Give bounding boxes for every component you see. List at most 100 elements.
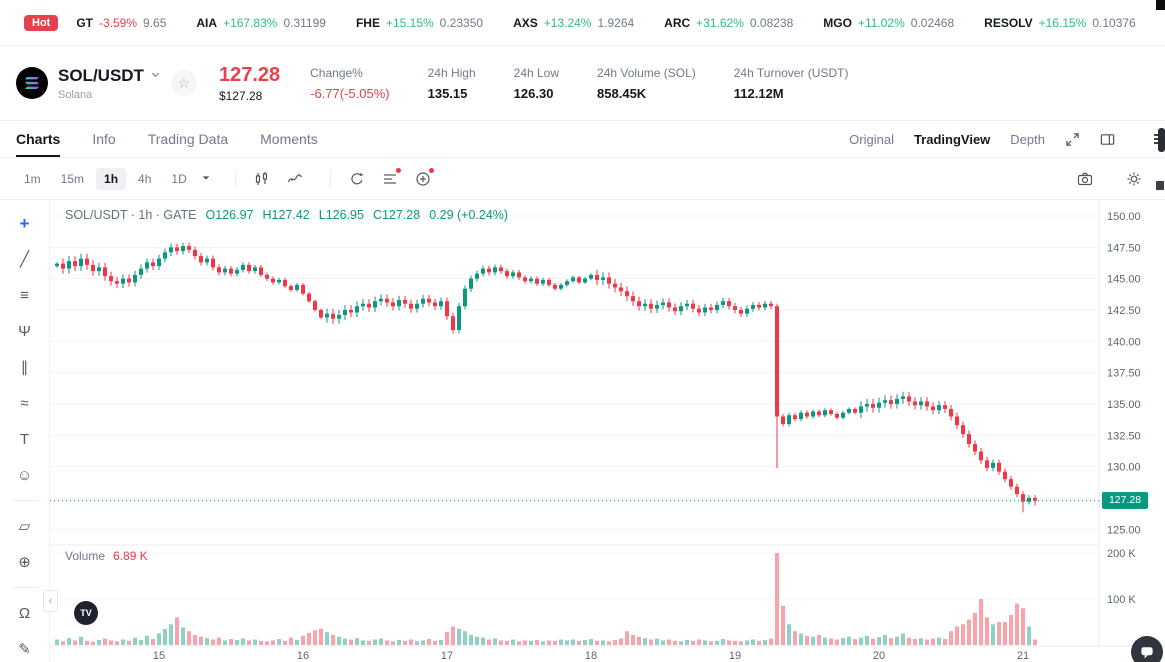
pair-title-block[interactable]: SOL/USDT Solana — [58, 66, 161, 101]
mode-depth[interactable]: Depth — [1010, 131, 1045, 147]
tradingview-logo-watermark[interactable]: TV — [74, 601, 98, 625]
svg-text:145.00: 145.00 — [1107, 274, 1141, 286]
chart-settings-gear-icon[interactable] — [1122, 167, 1146, 191]
svg-text:17: 17 — [441, 650, 453, 662]
svg-text:132.50: 132.50 — [1107, 430, 1141, 442]
legend-high: H127.42 — [262, 208, 310, 222]
favorite-star-button[interactable]: ☆ — [170, 70, 197, 96]
network-label: Solana — [58, 88, 93, 101]
emoji-tool-icon[interactable]: ☺ — [16, 466, 33, 484]
tab-info[interactable]: Info — [92, 131, 116, 147]
pair-header: SOL/USDT Solana ☆ 127.28 $127.28 Change%… — [0, 46, 1165, 120]
header-stat: 24h Low 126.30 — [513, 65, 560, 101]
notification-dot — [395, 167, 401, 173]
measure-tool-icon[interactable]: ▱ — [18, 517, 31, 535]
volume-legend: Volume 6.89 K — [65, 549, 148, 563]
add-indicator-icon[interactable] — [411, 167, 435, 191]
timeframe-4h[interactable]: 4h — [138, 171, 152, 186]
magnet-tool-icon[interactable]: Ω — [18, 604, 31, 622]
brush-tool-icon[interactable]: ≈ — [20, 394, 29, 412]
svg-text:18: 18 — [585, 650, 597, 662]
fullscreen-icon[interactable] — [1065, 132, 1080, 147]
tab-trading-data[interactable]: Trading Data — [147, 131, 229, 147]
svg-text:20: 20 — [873, 650, 885, 662]
tab-moments[interactable]: Moments — [260, 131, 318, 147]
ticker-item[interactable]: RESOLV +16.15% 0.10376 — [984, 15, 1136, 30]
tool-separator — [11, 500, 38, 501]
ticker-overflow-block — [1156, 0, 1165, 10]
clipped-icon — [1156, 181, 1164, 190]
indicators-icon[interactable] — [283, 167, 307, 191]
mode-original[interactable]: Original — [849, 131, 894, 147]
svg-text:19: 19 — [729, 650, 741, 662]
main-tabs: Charts Info Trading Data Moments — [16, 121, 350, 157]
svg-text:147.50: 147.50 — [1107, 242, 1141, 254]
chart-region: + ╱ ≡ Ψ ∥ ≈ T ☺ ▱ ⊕ Ω ✎ ‹ 150.00 147.50 145.00 142.50 1… — [0, 200, 1165, 662]
notification-dot — [428, 167, 434, 173]
header-stat: 24h Turnover (USDT) 112.12M — [733, 65, 849, 101]
ticker-item[interactable]: MGO +11.02% 0.02468 — [823, 15, 955, 30]
edit-tool-icon[interactable]: ✎ — [18, 640, 31, 658]
timeframe-dropdown-caret-icon[interactable] — [201, 170, 211, 188]
svg-text:15: 15 — [153, 650, 165, 662]
ticker-item[interactable]: GT -3.59% 9.65 — [76, 15, 167, 30]
layout-panel-icon[interactable] — [1100, 132, 1115, 147]
collapse-drawing-toolbar-button[interactable]: ‹ — [43, 590, 58, 612]
svg-text:140.00: 140.00 — [1107, 336, 1141, 348]
scrollbar-thumb[interactable] — [1158, 128, 1165, 152]
crosshair-tool-icon[interactable]: + — [19, 213, 30, 233]
ticker-item[interactable]: ARC +31.62% 0.08238 — [664, 15, 794, 30]
current-price-badge: 127.28 — [1102, 492, 1148, 510]
ticker-item[interactable]: FHE +15.15% 0.23350 — [355, 15, 484, 30]
last-price: 127.28 — [218, 63, 281, 86]
ohlc-legend: SOL/USDT · 1h · GATE O126.97 H127.42 L12… — [65, 208, 508, 222]
chart-mode-tabs: Original TradingView Depth — [849, 121, 1115, 157]
chart-toolbar: 1m 15m 1h 4h 1D — [0, 158, 1165, 200]
toolbar-divider — [234, 170, 236, 187]
hot-badge: Hot — [24, 14, 59, 31]
timeframe-1m[interactable]: 1m — [24, 171, 41, 186]
solana-logo-icon — [16, 67, 48, 99]
pitchfork-tool-icon[interactable]: Ψ — [18, 322, 31, 340]
support-button[interactable] — [1131, 636, 1163, 662]
ticker-item[interactable]: AXS +13.24% 1.9264 — [513, 15, 635, 30]
text-tool-icon[interactable]: T — [19, 430, 30, 448]
svg-text:130.00: 130.00 — [1107, 462, 1141, 474]
star-icon: ☆ — [177, 74, 191, 91]
svg-text:142.50: 142.50 — [1107, 305, 1141, 317]
svg-text:16: 16 — [297, 650, 309, 662]
volume-label: Volume — [65, 549, 106, 563]
header-stat: Change% -6.77(-5.05%) — [310, 65, 390, 101]
mode-tradingview[interactable]: TradingView — [913, 131, 991, 147]
chart-canvas[interactable]: 150.00 147.50 145.00 142.50 140.00 137.50 135.… — [50, 200, 1165, 662]
header-stat: 24h High 135.15 — [427, 65, 476, 101]
timeframe-group: 1m 15m 1h 4h 1D — [16, 167, 199, 190]
trendline-tool-icon[interactable]: ╱ — [19, 250, 30, 268]
zoom-tool-icon[interactable]: ⊕ — [18, 553, 31, 571]
pair-dropdown-caret-icon[interactable] — [150, 67, 161, 85]
svg-text:135.00: 135.00 — [1107, 399, 1141, 411]
candle-style-icon[interactable] — [250, 167, 274, 191]
horizontal-line-tool-icon[interactable]: ≡ — [20, 286, 29, 304]
legend-pair: SOL/USDT · 1h · GATE — [65, 208, 197, 222]
svg-text:21: 21 — [1017, 650, 1029, 662]
ticker-list: GT -3.59% 9.65 AIA +167.83% 0.31199 FHE +15.15%… — [76, 16, 1165, 30]
header-stats: Change% -6.77(-5.05%) 24h High 135.15 24h Lo… — [310, 66, 848, 101]
legend-close: C127.28 — [372, 208, 421, 222]
refresh-icon[interactable] — [345, 167, 369, 191]
timeframe-1D[interactable]: 1D — [171, 171, 187, 186]
tab-charts[interactable]: Charts — [16, 121, 60, 157]
pair-name: SOL/USDT — [58, 65, 144, 85]
chart-templates-icon[interactable] — [378, 167, 402, 191]
parallel-channel-tool-icon[interactable]: ∥ — [20, 358, 29, 376]
timeframe-15m[interactable]: 15m — [60, 171, 85, 186]
timeframe-1h[interactable]: 1h — [96, 167, 127, 190]
screenshot-camera-icon[interactable] — [1073, 167, 1097, 191]
chat-bubble-icon — [1141, 647, 1153, 659]
svg-text:150.00: 150.00 — [1107, 211, 1141, 223]
ticker-item[interactable]: AIA +167.83% 0.31199 — [196, 15, 326, 30]
svg-text:200 K: 200 K — [1107, 548, 1136, 560]
legend-low: L126.95 — [318, 208, 364, 222]
chart-canvas-wrap[interactable]: 150.00 147.50 145.00 142.50 140.00 137.50 135.… — [50, 200, 1165, 662]
